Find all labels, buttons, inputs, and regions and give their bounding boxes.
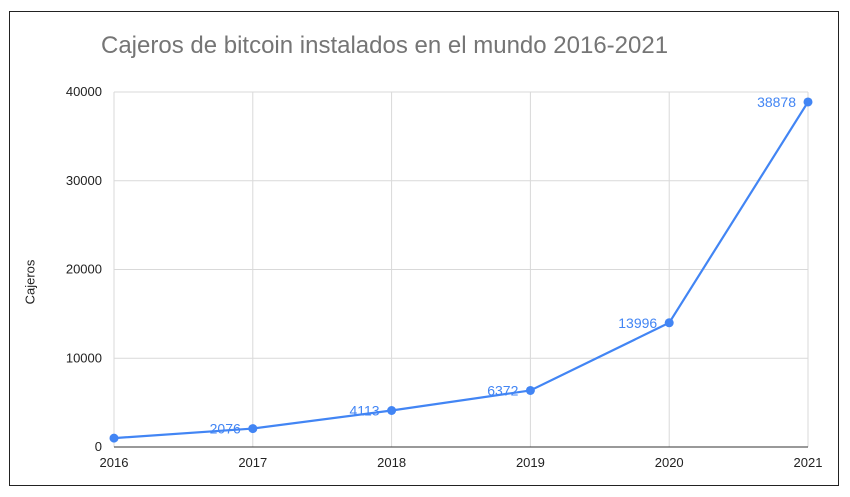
data-point — [387, 405, 397, 415]
y-tick-label: 10000 — [66, 350, 102, 365]
x-tick-label: 2019 — [516, 455, 545, 470]
data-label: 6372 — [487, 382, 518, 398]
data-label: 38878 — [757, 94, 796, 110]
y-tick-label: 30000 — [66, 173, 102, 188]
y-tick-label: 0 — [95, 439, 102, 454]
chart-title: Cajeros de bitcoin instalados en el mund… — [101, 32, 669, 59]
x-tick-label: 2017 — [238, 455, 267, 470]
x-tick-label: 2018 — [377, 455, 406, 470]
y-tick-label: 40000 — [66, 84, 102, 99]
x-tick-label: 2020 — [655, 455, 684, 470]
data-point — [664, 318, 674, 328]
data-point — [248, 424, 258, 434]
data-label: 13996 — [618, 315, 657, 331]
data-label: 2076 — [210, 421, 241, 437]
series-line — [112, 100, 810, 440]
x-tick-label: 2016 — [100, 455, 129, 470]
data-point — [109, 433, 119, 443]
data-point — [525, 385, 535, 395]
x-tick-label: 2021 — [794, 455, 823, 470]
y-tick-label: 20000 — [66, 262, 102, 277]
data-label: 4113 — [349, 402, 379, 418]
data-point — [803, 97, 813, 107]
